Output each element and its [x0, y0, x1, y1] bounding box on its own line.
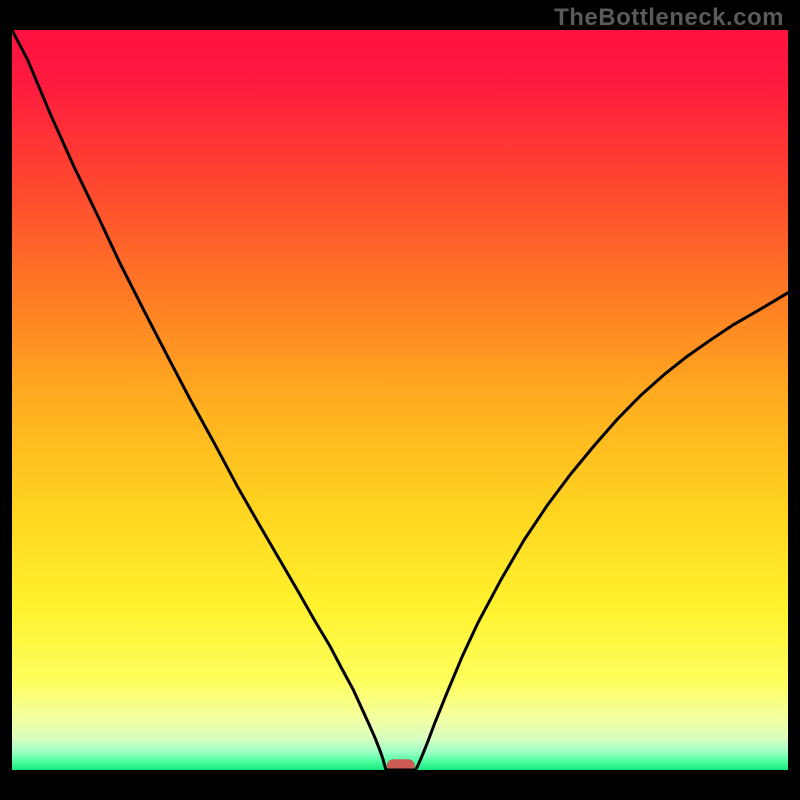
watermark-text: TheBottleneck.com: [554, 4, 784, 32]
optimal-marker: [387, 759, 415, 770]
chart-background: [12, 30, 788, 770]
bottleneck-chart: [12, 30, 788, 770]
